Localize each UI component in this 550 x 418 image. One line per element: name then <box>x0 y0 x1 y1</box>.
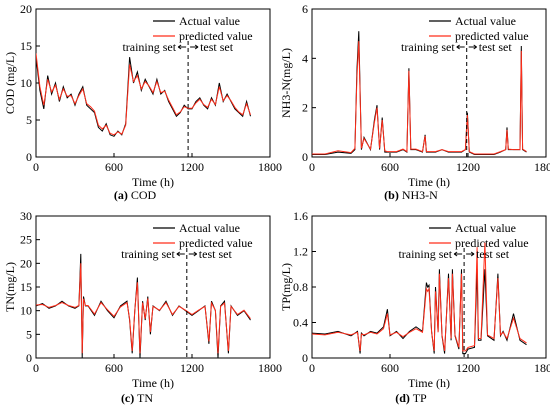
panel-a-series-predicted-line <box>36 53 251 136</box>
panel-c-x-tick-label: 1800 <box>258 361 282 375</box>
panel-c-y-axis-label: TN(mg/L) <box>3 262 17 312</box>
panel-a-series-actual-line <box>36 57 251 137</box>
panel-c-legend-label-predicted: predicted value <box>179 236 253 250</box>
panel-c-x-tick-label: 600 <box>105 361 123 375</box>
panel-a-caption-letter: (a) <box>114 188 128 202</box>
panel-c-x-tick-label: 0 <box>33 361 39 375</box>
panel-c-x-tick-label: 1200 <box>180 361 204 375</box>
panel-b-x-tick-label: 0 <box>309 160 315 174</box>
panel-d-x-tick-label: 1200 <box>456 361 480 375</box>
panel-b-series-predicted-line <box>312 41 527 155</box>
panel-b-annotation-test: test set <box>479 40 513 54</box>
panel-a-x-tick-label: 1200 <box>180 160 204 174</box>
panel-c-y-tick-label: 5 <box>26 327 32 341</box>
panel-d-legend-label-predicted: predicted value <box>455 236 529 250</box>
panel-c-legend-label-actual: Actual value <box>179 221 240 235</box>
panel-b-x-tick-label: 600 <box>381 160 399 174</box>
panel-c: 0 600 1200 1800 0 5 10 15 20 25 30 Time (h) TN(mg/L)… <box>3 209 282 405</box>
panel-d-y-tick-label: 1.6 <box>293 209 308 223</box>
panel-b-plot-frame <box>311 8 547 158</box>
panel-c-y-tick-label: 30 <box>20 209 32 223</box>
panel-a-x-tick-label: 1800 <box>258 160 282 174</box>
panel-a-y-tick-label: 0 <box>26 150 32 164</box>
panel-a-y-tick-label: 5 <box>26 113 32 127</box>
panel-d-x-tick-label: 1800 <box>534 361 550 375</box>
panel-d-caption: (d) TP <box>395 391 427 405</box>
panel-a-legend-label-actual: Actual value <box>179 14 240 28</box>
panel-d-x-axis-label: Time (h) <box>408 376 450 390</box>
panel-a-arrow-left <box>177 44 187 50</box>
panel-c-arrow-left <box>176 251 185 257</box>
panel-c-caption: (c) TN <box>121 391 153 405</box>
panel-b-y-axis-label: NH3-N(mg/L) <box>279 48 293 118</box>
panel-d-y-tick-label: 0.4 <box>293 316 308 330</box>
panel-b-caption-letter: (b) <box>384 188 399 202</box>
panel-d-y-tick-label: 0 <box>302 351 308 365</box>
panel-a-caption-text: COD <box>128 188 157 202</box>
panel-c-x-axis-label: Time (h) <box>132 376 174 390</box>
panel-b-caption-text: NH3-N <box>399 188 438 202</box>
panel-c-series-predicted-line <box>36 263 251 354</box>
panel-a-x-tick-label: 600 <box>105 160 123 174</box>
panel-d-x-tick-label: 600 <box>381 361 399 375</box>
panel-b-y-tick-label: 4 <box>302 51 308 65</box>
panel-a-caption: (a) COD <box>114 188 157 202</box>
panel-a-y-tick-label: 20 <box>20 2 32 16</box>
panel-a-y-tick-label: 15 <box>20 39 32 53</box>
panel-d-x-tick-label: 0 <box>309 361 315 375</box>
panel-b: 0 600 1200 1800 0 2 4 6 Time (h) NH3-N(mg/L) train… <box>279 2 550 202</box>
panel-d-series-predicted-line <box>312 242 527 352</box>
panel-b-annotation-training: training set <box>401 40 455 54</box>
panel-d-annotation-training: training set <box>398 247 452 261</box>
panel-b-arrow-right <box>468 44 477 50</box>
panel-a-legend-label-predicted: predicted value <box>179 29 253 43</box>
panel-d-caption-letter: (d) <box>395 391 410 405</box>
panel-d-y-tick-label: 1.2 <box>293 245 308 259</box>
panel-d-legend-label-actual: Actual value <box>455 221 516 235</box>
panel-a-y-tick-label: 10 <box>20 76 32 90</box>
panel-b-y-tick-label: 0 <box>302 150 308 164</box>
panel-a-arrow-right <box>190 44 199 50</box>
panel-c-y-tick-label: 20 <box>20 256 32 270</box>
panel-a-y-axis-label: COD (mg/L) <box>3 52 17 114</box>
panel-c-y-tick-label: 0 <box>26 351 32 365</box>
panel-c-y-tick-label: 10 <box>20 304 32 318</box>
panel-b-y-tick-label: 2 <box>302 101 308 115</box>
panel-c-caption-text: TN <box>134 391 153 405</box>
panel-b-caption: (b) NH3-N <box>384 188 438 202</box>
panel-d-annotation-test: test set <box>476 247 510 261</box>
panel-a-annotation-training: training set <box>122 40 176 54</box>
panel-c-caption-letter: (c) <box>121 391 134 405</box>
panel-c-annotation-training: training set <box>121 247 175 261</box>
panel-b-arrow-left <box>456 44 465 50</box>
panel-b-x-tick-label: 1800 <box>534 160 550 174</box>
panel-c-y-tick-label: 25 <box>20 233 32 247</box>
panel-c-annotation-test: test set <box>199 247 233 261</box>
panel-b-legend-label-actual: Actual value <box>455 14 516 28</box>
panel-d-y-axis-label: TP(mg/L) <box>279 263 293 311</box>
panel-a: 0 600 1200 1800 0 5 10 15 20 Time (h) COD (mg/L) tr… <box>3 2 282 202</box>
panel-d-arrow-left <box>453 251 463 257</box>
panel-d-caption-text: TP <box>410 391 427 405</box>
panel-b-x-axis-label: Time (h) <box>408 175 450 189</box>
panel-d-arrow-right <box>466 251 475 257</box>
panel-b-x-tick-label: 1200 <box>456 160 480 174</box>
panel-a-annotation-test: test set <box>200 40 234 54</box>
panel-a-x-tick-label: 0 <box>33 160 39 174</box>
panel-d: 0 600 1200 1800 0 0.4 0.8 1.2 1.6 Time (h) TP(mg/L… <box>279 209 550 405</box>
panel-d-y-tick-label: 0.8 <box>293 280 308 294</box>
panel-b-y-tick-label: 6 <box>302 2 308 16</box>
panel-b-legend-label-predicted: predicted value <box>455 29 529 43</box>
panel-d-series-actual-line <box>312 269 527 355</box>
panel-c-arrow-right <box>188 251 198 257</box>
panel-c-y-tick-label: 15 <box>20 280 32 294</box>
panel-a-x-axis-label: Time (h) <box>132 175 174 189</box>
